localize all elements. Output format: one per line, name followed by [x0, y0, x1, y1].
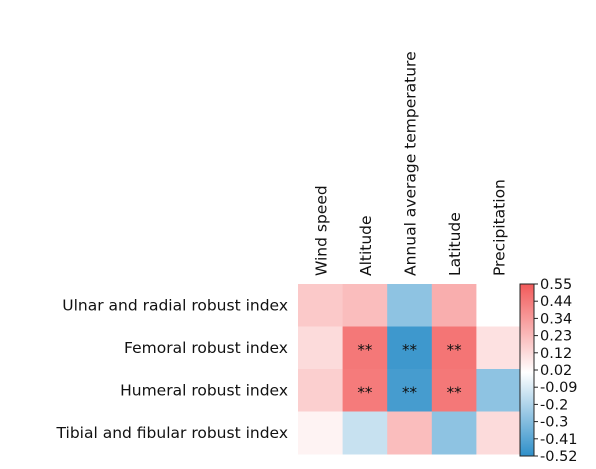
significance-label-r1-c2: **: [402, 341, 418, 359]
colorbar-tick-label-9: -0.41: [540, 432, 578, 448]
heatmap-cell-r0-c0: [298, 284, 344, 327]
significance-label-r2-c3: **: [447, 383, 463, 401]
colorbar-tick-label-7: -0.2: [540, 397, 568, 413]
significance-label-r1-c3: **: [447, 341, 463, 359]
colorbar-tick-label-4: 0.12: [540, 346, 572, 362]
significance-label-r2-c1: **: [357, 383, 373, 401]
row-labels: Ulnar and radial robust index Femoral rob…: [56, 296, 288, 442]
row-label-2: Humeral robust index: [120, 381, 288, 399]
heatmap-cell-r3-c1: [342, 411, 388, 455]
heatmap-cell-r3-c0: [298, 411, 344, 455]
row-label-0: Ulnar and radial robust index: [62, 296, 288, 314]
heatmap-cell-r1-c3: [431, 326, 477, 370]
heatmap-cell-r1-c1: [342, 326, 388, 370]
heatmap-cell-r0-c4: [476, 284, 522, 327]
heatmap-cell-r2-c4: [476, 369, 522, 412]
colorbar: 0.550.440.340.230.120.02-0.09-0.2-0.3-0.…: [519, 277, 578, 465]
row-label-3: Tibial and fibular robust index: [56, 424, 288, 442]
colorbar-tick-label-5: 0.02: [540, 363, 572, 379]
row-label-1: Femoral robust index: [124, 339, 288, 357]
heatmap-cell-r1-c2: [387, 326, 433, 370]
heatmap-cell-r0-c1: [342, 284, 388, 327]
colorbar-tick-label-1: 0.44: [540, 294, 572, 310]
colorbar-tick-label-8: -0.3: [540, 415, 568, 431]
heatmap-cell-r1-c0: [298, 326, 344, 370]
heatmap-cell-r0-c2: [387, 284, 433, 327]
heatmap-cell-r2-c3: [431, 369, 477, 412]
heatmap-cell-r2-c1: [342, 369, 388, 412]
heatmap-cells: ** ** ** ** ** **: [298, 284, 522, 455]
heatmap-cell-r0-c3: [431, 284, 477, 327]
heatmap-cell-r3-c3: [431, 411, 477, 455]
heatmap-cell-r1-c4: [476, 326, 522, 370]
column-label-4: Precipitation: [491, 179, 509, 276]
column-label-3: Latitude: [446, 212, 464, 276]
significance-label-r2-c2: **: [402, 383, 418, 401]
heatmap-cell-r3-c4: [476, 411, 522, 455]
heatmap-cell-r2-c2: [387, 369, 433, 412]
colorbar-tick-label-10: -0.52: [540, 449, 578, 465]
column-labels: Wind speed Altitude Annual average tempera…: [312, 51, 508, 276]
colorbar-tick-label-6: -0.09: [540, 380, 578, 396]
heatmap-cell-r3-c2: [387, 411, 433, 455]
heatmap-cell-r2-c0: [298, 369, 344, 412]
significance-label-r1-c1: **: [357, 341, 373, 359]
colorbar-tick-label-2: 0.34: [540, 311, 572, 327]
colorbar-tick-label-0: 0.55: [540, 277, 572, 293]
colorbar-tick-label-3: 0.23: [540, 329, 572, 345]
colorbar-gradient: [519, 283, 535, 457]
column-label-2: Annual average temperature: [402, 51, 420, 276]
column-label-1: Altitude: [357, 215, 375, 276]
column-label-0: Wind speed: [312, 185, 330, 276]
